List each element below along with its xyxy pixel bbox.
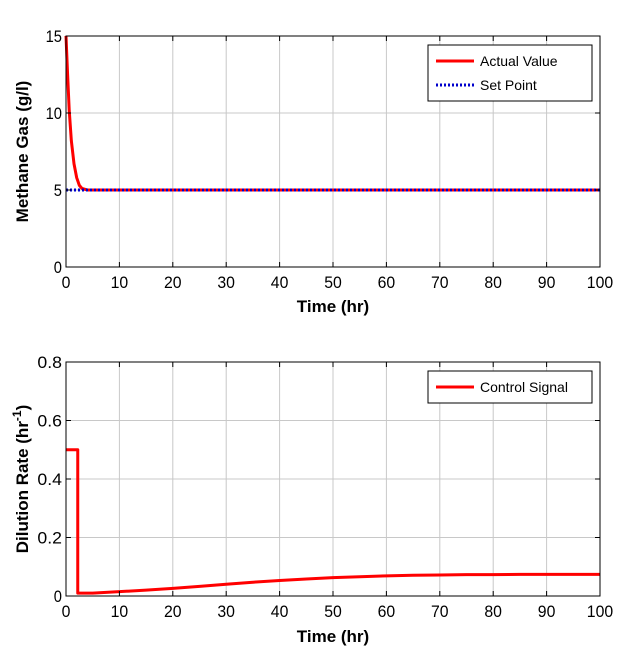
x-tick-label: 30 — [217, 273, 235, 292]
x-tick-label: 40 — [271, 602, 289, 621]
y-axis-label-text: Dilution Rate (hr — [13, 421, 32, 554]
y-tick-label: 0.8 — [37, 353, 62, 372]
x-tick-label: 60 — [378, 273, 396, 292]
dilution-rate-plot: 0 10 20 30 40 50 60 70 80 90 100 0 0.2 0.4 0.6 0.8 Time … — [10, 353, 613, 646]
y-tick-label: 0.2 — [37, 529, 62, 548]
x-tick-label: 60 — [378, 602, 396, 621]
methane-gas-plot: 0 10 20 30 40 50 60 70 80 90 100 0 5 10 15 Time (hr) Met… — [13, 27, 613, 316]
x-tick-label: 70 — [431, 602, 449, 621]
x-tick-label: 10 — [111, 273, 129, 292]
x-tick-label: 70 — [431, 273, 449, 292]
x-tick-label: 80 — [484, 273, 502, 292]
y-axis-label: Dilution Rate (hr-1) — [10, 405, 32, 554]
x-tick-label: 90 — [538, 273, 556, 292]
x-axis-label: Time (hr) — [297, 297, 369, 316]
y-tick-label: 10 — [46, 104, 62, 123]
y-axis-label-superscript: -1 — [10, 410, 24, 421]
y-axis-label-suffix: ) — [13, 405, 32, 411]
x-tick-label: 10 — [111, 602, 129, 621]
x-tick-label: 0 — [62, 273, 71, 292]
legend-label: Actual Value — [480, 53, 558, 69]
y-tick-label: 0 — [54, 258, 62, 277]
y-axis-label: Methane Gas (g/l) — [13, 81, 32, 223]
x-tick-label: 100 — [587, 273, 613, 292]
x-tick-label: 50 — [324, 602, 342, 621]
x-tick-label: 80 — [484, 602, 502, 621]
x-tick-label: 90 — [538, 602, 556, 621]
legend-box — [427, 44, 593, 102]
legend-label: Set Point — [480, 77, 537, 93]
legend-label: Control Signal — [480, 379, 568, 395]
y-tick-label: 5 — [54, 181, 62, 200]
x-tick-label: 40 — [271, 273, 289, 292]
y-tick-label: 0.4 — [37, 470, 62, 489]
y-tick-label: 0.6 — [37, 412, 62, 431]
control-signal-line — [66, 448, 600, 595]
x-tick-label: 0 — [62, 602, 71, 621]
x-axis-label: Time (hr) — [297, 627, 369, 646]
y-tick-label: 0 — [54, 587, 62, 606]
y-axis-label-text: Methane Gas (g/l) — [13, 81, 32, 223]
y-tick-label: 15 — [46, 27, 62, 46]
x-tick-label: 20 — [164, 273, 182, 292]
x-tick-label: 30 — [217, 602, 235, 621]
x-tick-label: 20 — [164, 602, 182, 621]
x-tick-label: 50 — [324, 273, 342, 292]
x-tick-label: 100 — [587, 602, 613, 621]
